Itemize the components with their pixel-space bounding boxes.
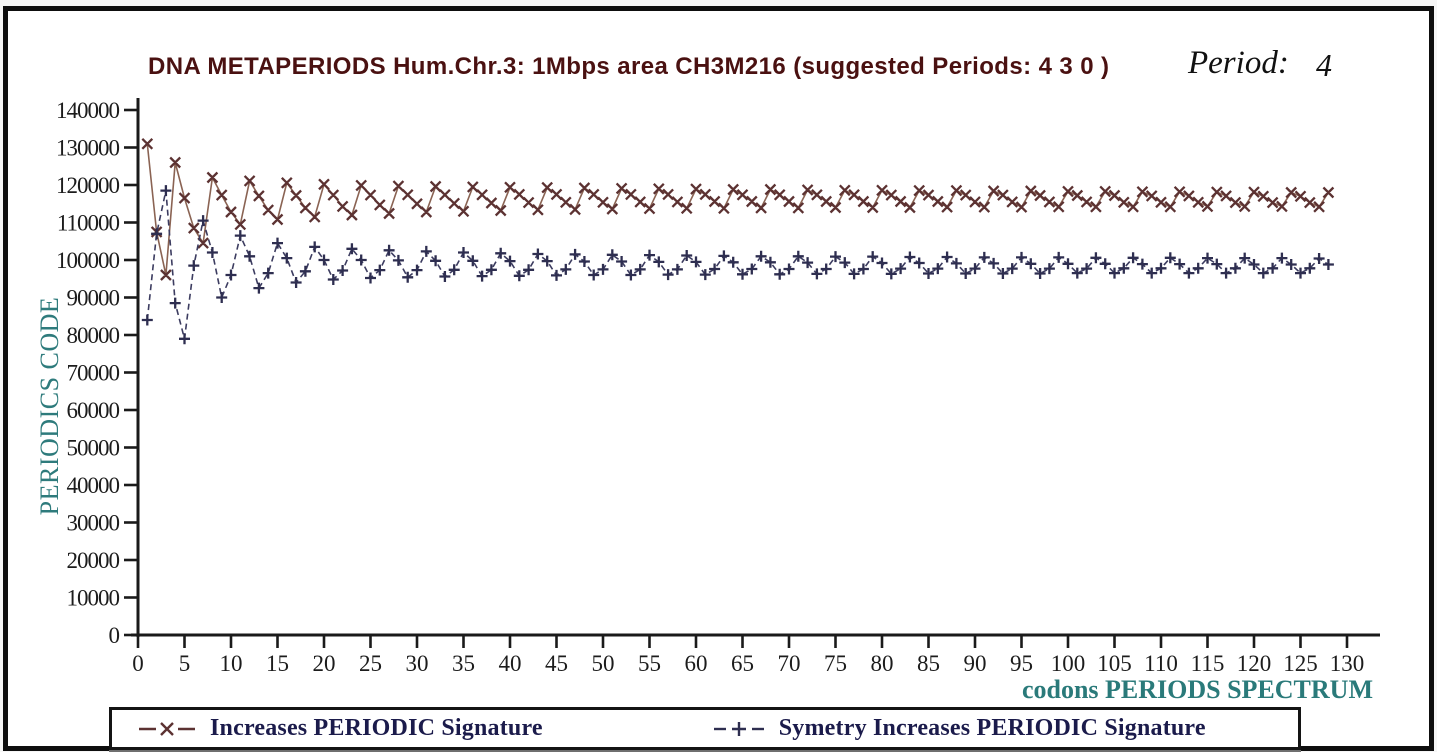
x-marker-icon [139, 721, 195, 736]
x-tick-label: 65 [731, 651, 754, 676]
x-tick-label: 50 [592, 651, 615, 676]
x-tick-label: 115 [1191, 651, 1225, 676]
x-tick-label: 70 [778, 651, 801, 676]
x-tick-label: 120 [1237, 651, 1272, 676]
x-tick-label: 25 [359, 651, 382, 676]
x-tick-label: 85 [917, 651, 940, 676]
x-tick-label: 110 [1144, 651, 1178, 676]
legend-entry-increases: Increases PERIODIC Signature [138, 715, 543, 742]
x-tick-label: 40 [499, 651, 522, 676]
x-tick-label: 75 [824, 651, 847, 676]
window-frame: DNA METAPERIODS Hum.Chr.3: 1Mbps area CH… [3, 6, 1434, 751]
period-label: Period: [1188, 45, 1289, 81]
x-tick-label: 100 [1051, 651, 1086, 676]
y-axis-title: PERIODICS CODE [35, 296, 64, 516]
series-markers-1 [141, 185, 1334, 345]
y-tick-label: 120000 [56, 173, 120, 198]
chart-plot-area: 0 10000 20000 30000 40000 50000 60000 70000 8000… [56, 98, 1380, 676]
plus-marker-icon [713, 721, 764, 736]
x-tick-label: 90 [964, 651, 987, 676]
x-tick-label: 130 [1330, 651, 1365, 676]
x-tick-label: 10 [220, 651, 243, 676]
period-value: 4 [1316, 47, 1332, 83]
y-tick-label: 60000 [67, 398, 120, 423]
series-markers-0 [141, 137, 1335, 281]
legend-label-increases: Increases PERIODIC Signature [210, 715, 543, 741]
x-axis-title: codons PERIODS SPECTRUM [1021, 675, 1373, 704]
y-tick-label: 130000 [56, 136, 120, 161]
x-tick-label: 55 [638, 651, 661, 676]
x-tick-label: 15 [266, 651, 289, 676]
x-tick-label: 45 [545, 651, 568, 676]
chart-title: DNA METAPERIODS Hum.Chr.3: 1Mbps area CH… [148, 53, 1110, 80]
y-tick-label: 50000 [67, 436, 120, 461]
legend-entry-symetry: Symetry Increases PERIODIC Signature [713, 715, 1206, 742]
legend-label-symetry: Symetry Increases PERIODIC Signature [778, 715, 1206, 741]
chart-canvas: DNA METAPERIODS Hum.Chr.3: 1Mbps area CH… [8, 11, 1429, 750]
x-tick-label: 60 [685, 651, 708, 676]
x-tick-label: 5 [179, 651, 191, 676]
x-tick-label: 35 [452, 651, 475, 676]
y-tick-label: 70000 [67, 361, 120, 386]
legend-box: Increases PERIODIC Signature Symetry Inc… [109, 707, 1301, 750]
y-tick-label: 140000 [56, 98, 120, 123]
y-tick-label: 10000 [67, 586, 120, 611]
y-tick-label: 20000 [67, 548, 120, 573]
x-tick-label: 95 [1010, 651, 1033, 676]
y-tick-label: 30000 [67, 511, 120, 536]
x-tick-label: 105 [1097, 651, 1132, 676]
y-tick-label: 100000 [56, 248, 120, 273]
y-tick-label: 40000 [67, 473, 120, 498]
series-line-1 [146, 190, 1329, 340]
y-tick-label: 80000 [67, 323, 120, 348]
x-tick-label: 20 [313, 651, 336, 676]
y-tick-label: 0 [109, 623, 120, 648]
y-tick-label: 110000 [57, 211, 120, 236]
x-tick-label: 80 [871, 651, 894, 676]
x-tick-label: 0 [132, 651, 144, 676]
x-tick-label: 125 [1283, 651, 1318, 676]
x-tick-label: 30 [406, 651, 429, 676]
y-tick-label: 90000 [67, 286, 120, 311]
